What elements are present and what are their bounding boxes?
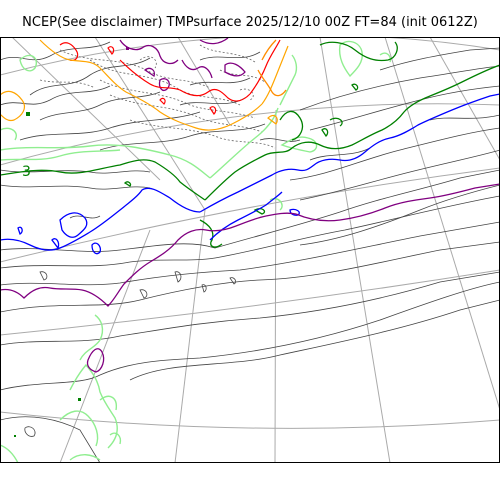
meridian-line <box>384 37 500 411</box>
meridian-line <box>319 37 391 463</box>
meridian-line <box>274 109 277 463</box>
graticule <box>0 37 500 463</box>
dotted-contours <box>39 44 276 149</box>
orange-contours <box>0 39 289 131</box>
map-title: NCEP(See disclaimer) TMPsurface 2025/12/… <box>22 15 478 30</box>
lightgreen-contours <box>0 40 392 463</box>
meridian-line <box>177 37 231 126</box>
latitude-line <box>0 167 500 263</box>
latitude-line <box>0 411 500 429</box>
red-contours <box>59 39 281 115</box>
gray-contours <box>0 41 500 463</box>
meridian-line <box>174 209 206 463</box>
small-markers <box>14 47 129 437</box>
blue-contours <box>0 93 500 255</box>
contour-label: 3 <box>22 164 31 180</box>
latitude-line <box>0 269 500 336</box>
green-contours <box>0 41 500 248</box>
purple-contours <box>0 37 500 373</box>
darkorange-contours <box>257 39 287 97</box>
map-canvas: 3 <box>0 37 500 463</box>
meridian-line <box>429 37 500 161</box>
meridian-line <box>59 229 151 463</box>
meridian-line <box>94 37 206 211</box>
latitude-line <box>0 37 500 76</box>
map-background <box>0 37 500 463</box>
